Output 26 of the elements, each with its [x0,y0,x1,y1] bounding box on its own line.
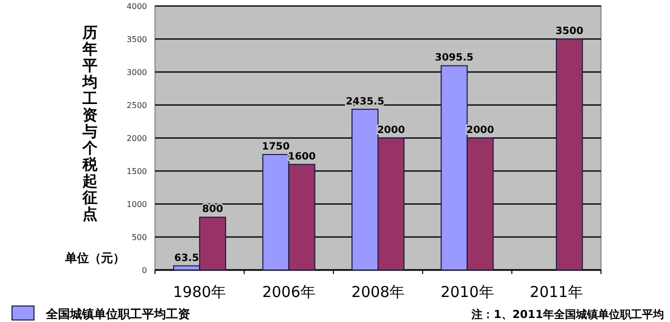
text: 注：1、2011年全国城镇单位职工平均 [470,308,664,321]
data-label: 2435.5 [346,96,384,108]
y-tick-label: 3000 [126,68,147,77]
data-label: 3095.5 [434,52,474,64]
x-tick-label: 1980年 [173,283,226,301]
y-tick-label: 2000 [126,134,147,143]
data-label: 3500 [555,26,584,37]
x-tick-label: 2010年 [440,283,494,301]
bar [556,38,583,270]
data-label: 1600 [288,151,316,162]
y-tick-label: 0 [142,266,147,275]
text: 单位（元） [64,251,125,265]
x-tick-label: 2006年 [262,283,316,301]
legend-label: 全国城镇单位职工平均工资 [45,307,190,321]
y-tick-label: 3500 [126,35,147,44]
data-label: 1750 [262,142,290,152]
y-tick-label: 2500 [126,101,147,110]
y-tick-label: 4000 [126,2,147,11]
y-tick-label: 1000 [126,200,147,209]
x-tick-label: 2011年 [530,283,583,301]
text: 历年平均工资与个税起征点 [82,23,98,223]
y-tick-label: 500 [132,233,147,242]
data-label: 800 [202,204,224,216]
x-tick-label: 2008年 [351,283,405,301]
data-label: 63.5 [174,252,199,264]
y-tick-label: 1500 [126,167,147,176]
